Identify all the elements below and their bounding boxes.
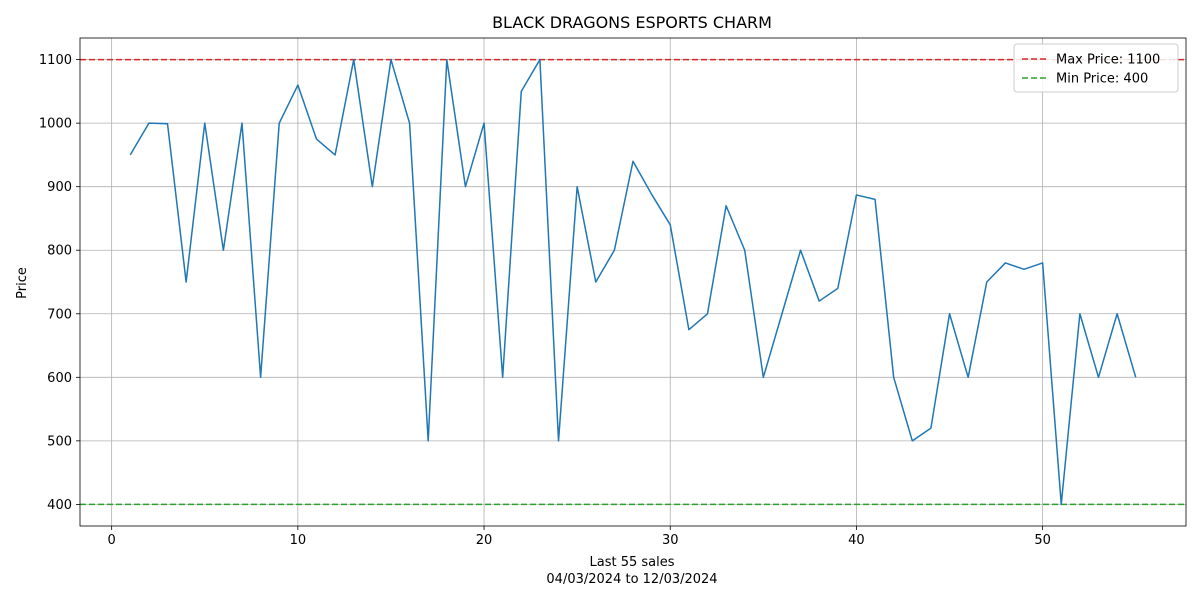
legend-entry-label: Min Price: 400 bbox=[1056, 72, 1148, 87]
y-tick-label: 1000 bbox=[39, 117, 72, 132]
y-tick-label: 1100 bbox=[39, 53, 72, 68]
y-tick-label: 400 bbox=[47, 498, 72, 513]
legend: Max Price: 1100 Min Price: 400 bbox=[1013, 43, 1179, 93]
y-axis-label: Price bbox=[15, 267, 30, 299]
y-tick-label: 900 bbox=[47, 180, 72, 195]
y-tick-label: 500 bbox=[47, 434, 72, 449]
legend-box bbox=[1013, 43, 1179, 93]
x-tick-label: 40 bbox=[848, 533, 865, 548]
tick-layer: 0 10 20 30 40 50 400 500 600 700 800 900 1000 1100 bbox=[39, 53, 1051, 548]
x-tick-label: 0 bbox=[108, 533, 116, 548]
y-tick-label: 800 bbox=[47, 244, 72, 259]
legend-entry-label: Max Price: 1100 bbox=[1056, 53, 1160, 68]
series-layer bbox=[129, 58, 1137, 506]
chart-title: BLACK DRAGONS ESPORTS CHARM bbox=[492, 13, 772, 32]
x-axis-label: Last 55 sales bbox=[589, 555, 674, 570]
x-tick-label: 50 bbox=[1034, 533, 1051, 548]
x-tick-label: 20 bbox=[476, 533, 493, 548]
y-tick-label: 600 bbox=[47, 371, 72, 386]
x-tick-label: 30 bbox=[662, 533, 679, 548]
price-series-line bbox=[129, 58, 1137, 506]
plot-frame bbox=[79, 37, 1187, 527]
x-axis-date-range: 04/03/2024 to 12/03/2024 bbox=[546, 572, 717, 587]
y-tick-label: 700 bbox=[47, 307, 72, 322]
x-tick-label: 10 bbox=[290, 533, 307, 548]
reference-lines-layer bbox=[80, 58, 1186, 506]
